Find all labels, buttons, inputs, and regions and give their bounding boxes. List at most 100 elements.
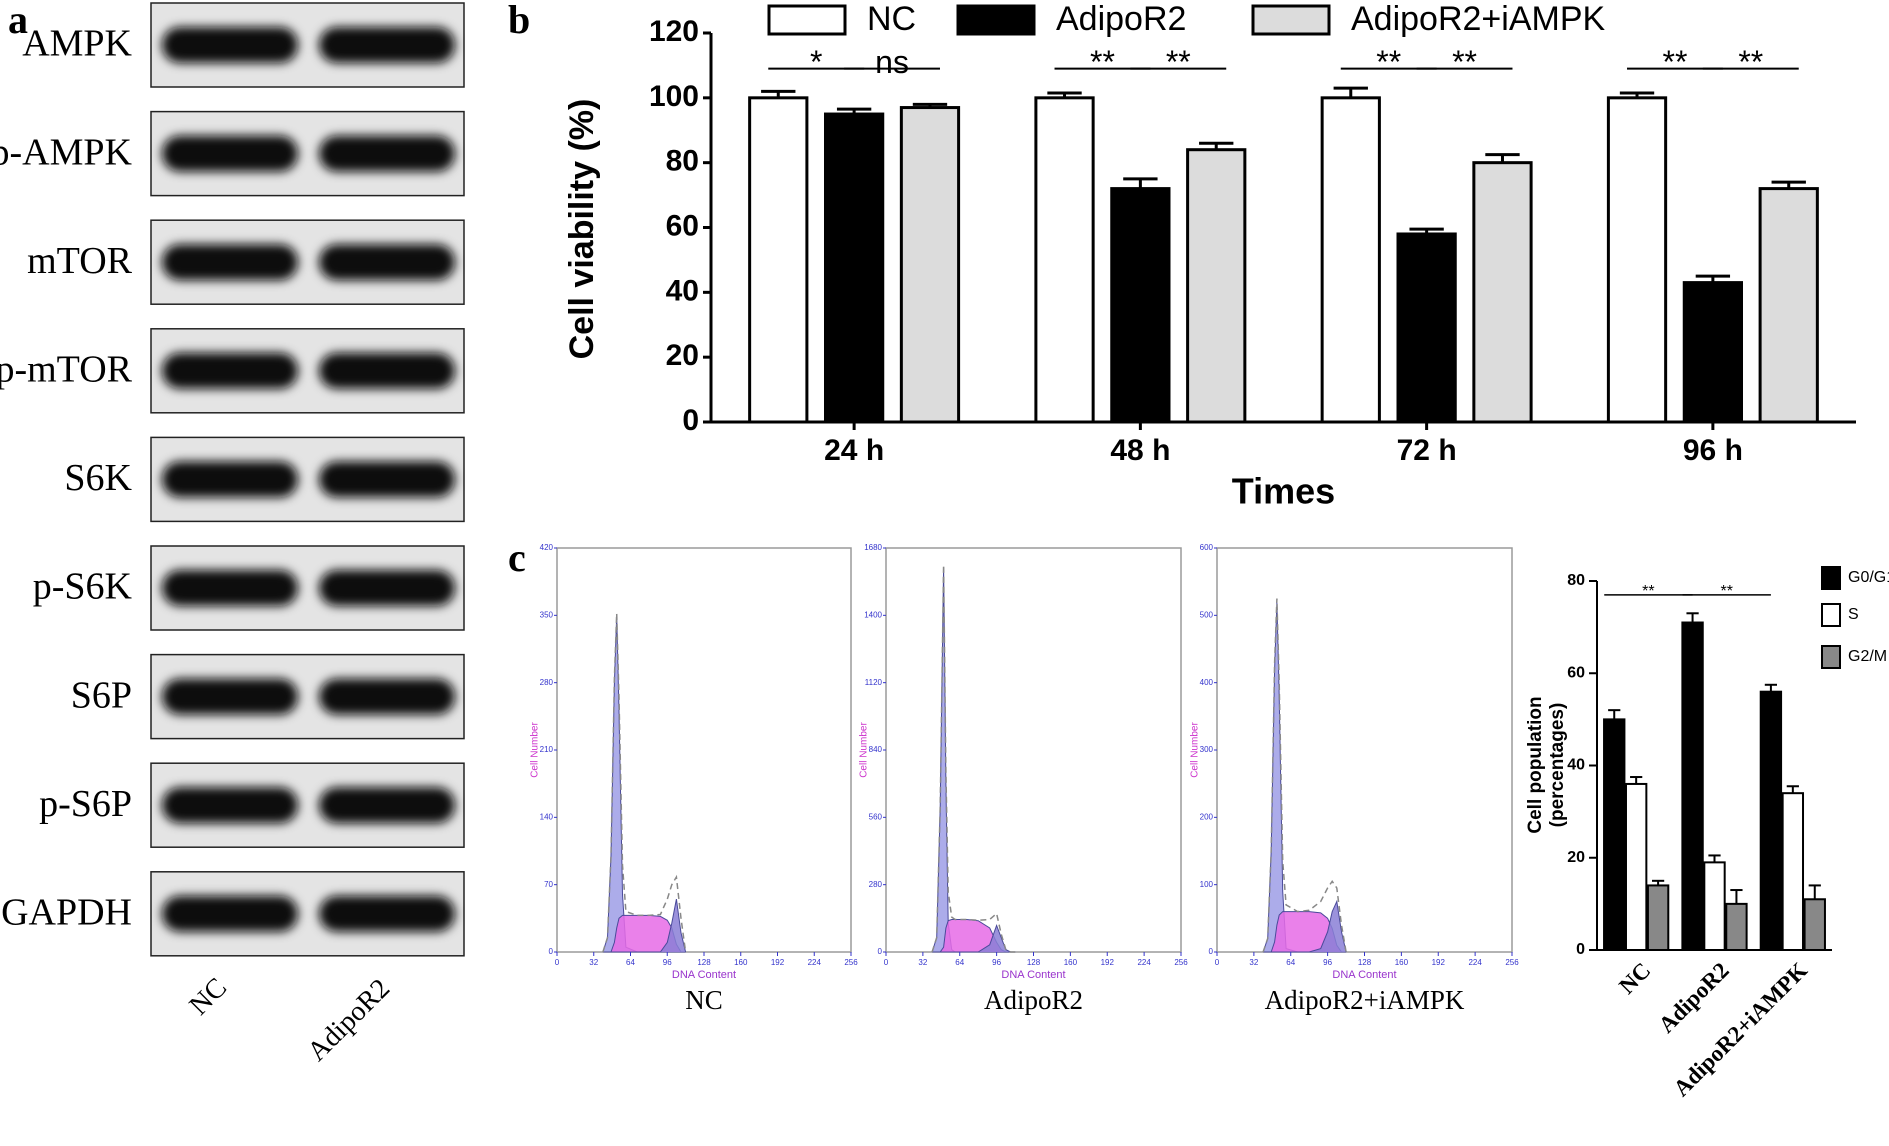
- bar: [1396, 232, 1457, 424]
- bar: [1703, 861, 1726, 951]
- x-tick-label: 32: [1249, 958, 1258, 967]
- y-tick-label: 80: [666, 145, 699, 178]
- blot-band: [319, 787, 455, 824]
- significance-label: **: [1721, 583, 1733, 600]
- blot-band: [319, 244, 455, 281]
- y-axis-label: Cell Number: [1190, 722, 1201, 778]
- y-axis-label: Cell viability (%): [563, 99, 601, 360]
- x-tick-label: 96: [992, 958, 1001, 967]
- significance-label: **: [1738, 44, 1763, 80]
- bar: [1472, 161, 1533, 424]
- blot-band: [162, 244, 298, 281]
- y-tick-label: 140: [540, 812, 554, 821]
- bar: [1186, 148, 1247, 424]
- x-tick-label: 48 h: [1110, 434, 1170, 467]
- blot-band: [162, 135, 298, 172]
- y-tick-label: 60: [666, 209, 699, 242]
- blot-band: [162, 570, 298, 606]
- y-tick-label: 70: [544, 880, 553, 889]
- bar: [1682, 281, 1743, 424]
- plot-frame: [556, 547, 852, 953]
- total-curve: [602, 613, 687, 953]
- blot-band: [319, 895, 455, 932]
- y-tick-label: 560: [869, 812, 883, 821]
- y-tick-label: 40: [666, 274, 699, 307]
- x-axis-label: Times: [1232, 471, 1335, 512]
- blot-band: [319, 27, 455, 63]
- blot-band: [162, 678, 298, 715]
- phase-curve: [1263, 899, 1347, 953]
- y-tick-label: 0: [1576, 941, 1585, 958]
- x-tick-label: 224: [1468, 958, 1482, 967]
- x-tick-label: 160: [734, 958, 748, 967]
- legend-label: S: [1848, 606, 1859, 623]
- y-axis-label: Cell population: [1525, 696, 1546, 833]
- bar: [748, 96, 809, 424]
- x-tick-label: 32: [918, 958, 927, 967]
- legend-label: G2/M: [1848, 648, 1887, 665]
- x-tick-label: 64: [955, 958, 964, 967]
- bar: [1034, 96, 1095, 424]
- y-tick-label: 200: [1200, 812, 1214, 821]
- protein-label: S6P: [71, 674, 132, 716]
- x-tick-label: 192: [771, 958, 785, 967]
- legend-swatch: [1821, 645, 1841, 669]
- plot-frame: [885, 547, 1182, 953]
- x-tick-label: 96: [663, 958, 672, 967]
- y-tick-label: 100: [1200, 880, 1214, 889]
- x-tick-label: 96: [1323, 958, 1332, 967]
- plot-frame: [1216, 547, 1513, 953]
- x-tick-label: 0: [555, 958, 560, 967]
- x-tick-label: 160: [1064, 958, 1078, 967]
- bar: [1781, 792, 1805, 951]
- x-axis-label: DNA Content: [1001, 969, 1065, 981]
- x-tick-label: 192: [1432, 958, 1446, 967]
- x-tick-label: 256: [844, 958, 858, 967]
- protein-label: p-mTOR: [0, 349, 133, 391]
- legend-label: NC: [867, 0, 916, 38]
- x-tick-label: 224: [808, 958, 822, 967]
- legend-swatch: [1821, 566, 1841, 590]
- protein-label: mTOR: [27, 240, 133, 282]
- bar: [1759, 690, 1783, 951]
- phase-curve: [932, 924, 1016, 953]
- y-tick-label: 420: [540, 543, 554, 552]
- panel-caption: NC: [685, 985, 723, 1015]
- bar: [1606, 96, 1668, 424]
- total-curve: [931, 564, 1016, 953]
- significance-label: **: [1090, 44, 1115, 80]
- y-tick-label: 400: [1200, 678, 1214, 687]
- y-tick-label: 350: [540, 610, 554, 619]
- y-tick-label: 0: [1209, 947, 1214, 956]
- significance-label: ns: [875, 44, 909, 80]
- x-axis-label: DNA Content: [672, 969, 736, 981]
- significance-label: **: [1662, 44, 1687, 80]
- bar: [1603, 718, 1626, 951]
- blot-band: [319, 461, 455, 498]
- y-tick-label: 0: [878, 947, 883, 956]
- bar: [899, 106, 961, 424]
- protein-label: p-AMPK: [0, 131, 133, 173]
- blot-band: [162, 352, 298, 389]
- y-tick-label: 20: [1567, 849, 1585, 866]
- significance-label: *: [810, 44, 822, 80]
- y-tick-label: 40: [1567, 757, 1585, 774]
- y-tick-label: 300: [1200, 745, 1214, 754]
- y-tick-label: 100: [649, 80, 699, 113]
- significance-label: **: [1166, 44, 1191, 80]
- blot-band: [319, 678, 455, 715]
- legend-label: G0/G1: [1848, 569, 1889, 586]
- y-axis-label: (percentages): [1547, 703, 1568, 828]
- y-tick-label: 1400: [864, 610, 882, 619]
- blot-band: [162, 27, 298, 63]
- x-tick-label: 0: [884, 958, 889, 967]
- panel-label: a: [8, 0, 28, 42]
- bar: [1110, 187, 1171, 424]
- panel-label: c: [508, 535, 526, 580]
- blot-band: [319, 352, 455, 389]
- x-tick-label: 256: [1174, 958, 1188, 967]
- x-tick-label: 128: [1027, 958, 1041, 967]
- x-tick-label: 64: [626, 958, 635, 967]
- y-tick-label: 120: [649, 15, 699, 48]
- y-axis-label: Cell Number: [530, 722, 541, 778]
